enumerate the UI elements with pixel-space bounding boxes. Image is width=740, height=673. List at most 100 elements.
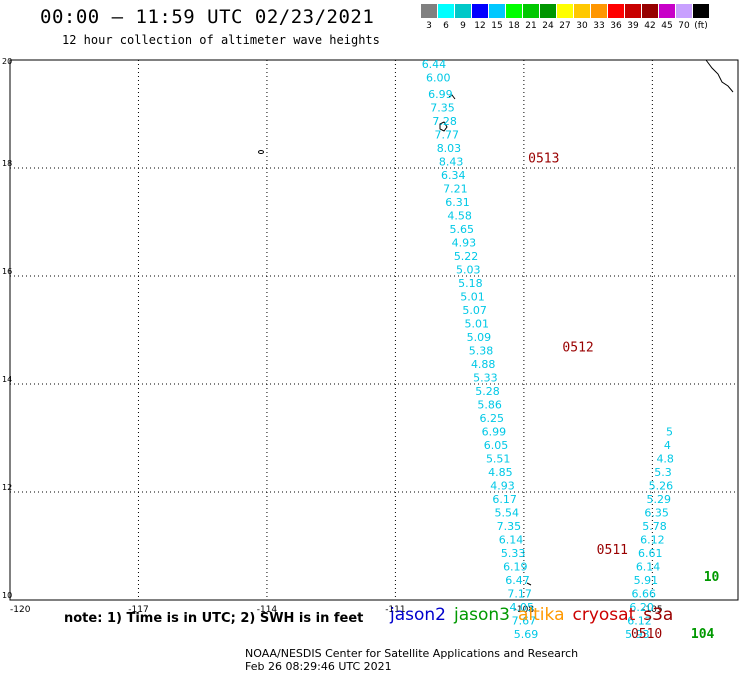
wave-height-value: 6.25 xyxy=(480,412,505,425)
x-tick-label: -117 xyxy=(128,605,148,615)
scale-swatch xyxy=(557,4,574,18)
wave-height-value: 5.01 xyxy=(465,317,490,330)
y-tick-label: 14 xyxy=(2,375,12,384)
wave-height-value: 7.35 xyxy=(497,520,522,533)
scale-swatch xyxy=(676,4,693,18)
wave-height-value: 8.43 xyxy=(439,155,464,168)
wave-height-value: 7.28 xyxy=(432,115,457,128)
wave-height-value: 6.14 xyxy=(636,560,661,573)
scale-label: 27 xyxy=(559,21,571,31)
wave-height-value: 7.67 xyxy=(512,614,537,627)
wave-height-value: 4.8 xyxy=(656,452,674,465)
scale-label: 45 xyxy=(661,21,673,31)
scale-swatch xyxy=(608,4,625,18)
pass-time-label: 104 xyxy=(691,627,715,642)
wave-height-value: 5.09 xyxy=(467,331,492,344)
y-tick-label: 20 xyxy=(2,57,12,66)
wave-height-value: 7.35 xyxy=(430,101,455,114)
scale-swatch xyxy=(642,4,659,18)
pass-time-label: 0513 xyxy=(528,152,559,167)
wave-height-value: 4 xyxy=(664,439,671,452)
chart-title: 00:00 – 11:59 UTC 02/23/2021 xyxy=(40,6,375,28)
wave-height-value: 4.58 xyxy=(447,209,472,222)
scale-swatch xyxy=(489,4,506,18)
credit-text: NOAA/NESDIS Center for Satellite Applica… xyxy=(245,647,579,660)
x-tick-label: -105 xyxy=(642,605,662,615)
wave-height-value: 5.51 xyxy=(486,452,511,465)
x-tick-label: -111 xyxy=(385,605,405,615)
wave-height-value: 6.14 xyxy=(499,533,524,546)
footer-note: note: 1) Time is in UTC; 2) SWH is in fe… xyxy=(64,611,364,626)
scale-label: 6 xyxy=(443,21,449,31)
wave-height-value: 6.61 xyxy=(638,547,663,560)
wave-height-value: 5.33 xyxy=(473,371,498,384)
scale-swatch xyxy=(693,4,710,18)
wave-height-value: 6.44 xyxy=(422,58,447,71)
scale-swatch xyxy=(659,4,676,18)
wave-height-map: -120 -117 -114 -111 -108 -105 10 12 14 16 18 20 6.44… xyxy=(2,57,739,642)
y-tick-label: 12 xyxy=(2,483,12,492)
scale-swatch xyxy=(421,4,438,18)
satellite-cryosat: cryosat xyxy=(572,605,636,625)
satellite-altika: altika xyxy=(518,605,565,625)
scale-label: 18 xyxy=(508,21,520,31)
x-tick-label: -108 xyxy=(514,605,535,615)
scale-label: 42 xyxy=(644,21,656,31)
wave-height-value: 4.85 xyxy=(488,466,513,479)
scale-label: 33 xyxy=(593,21,605,31)
scale-label: 24 xyxy=(542,21,554,31)
pass-time-label: 0511 xyxy=(597,543,628,558)
wave-height-value: 4.88 xyxy=(471,358,496,371)
scale-swatch xyxy=(591,4,608,18)
wave-height-value: 5.78 xyxy=(642,520,667,533)
scale-swatch xyxy=(574,4,591,18)
x-tick-label: -114 xyxy=(257,605,278,615)
wave-height-value: 5.18 xyxy=(458,277,483,290)
wave-height-value: 5.28 xyxy=(475,385,500,398)
scale-label: 30 xyxy=(576,21,588,31)
chart-subtitle: 12 hour collection of altimeter wave hei… xyxy=(62,33,380,47)
wave-height-value: 5.91 xyxy=(634,574,659,587)
generated-timestamp: Feb 26 08:29:46 UTC 2021 xyxy=(245,660,392,673)
scale-label: 3 xyxy=(426,21,432,31)
wave-height-value: 5.93 xyxy=(625,628,650,641)
scale-swatch xyxy=(506,4,523,18)
wave-height-value: 5.29 xyxy=(647,493,672,506)
wave-height-value: 6.00 xyxy=(426,72,451,85)
wave-height-value: 6.99 xyxy=(482,425,507,438)
coastline xyxy=(705,59,734,93)
wave-height-value: 5.38 xyxy=(469,344,494,357)
island xyxy=(258,150,264,154)
wave-height-value: 7.17 xyxy=(507,587,532,600)
wave-height-value: 5.65 xyxy=(450,223,475,236)
pass-time-label: 0510 xyxy=(631,627,662,642)
scale-label: 9 xyxy=(460,21,466,31)
scale-label: (ft) xyxy=(694,21,708,31)
wave-height-value: 6.34 xyxy=(441,169,466,182)
wave-height-value: 6.35 xyxy=(644,506,669,519)
pass-time-label: 0512 xyxy=(562,341,593,356)
wave-height-value: 5.26 xyxy=(649,479,674,492)
wave-height-value: 6.17 xyxy=(492,493,517,506)
wave-height-value: 5.69 xyxy=(514,628,539,641)
island xyxy=(439,121,448,132)
island xyxy=(526,582,532,586)
scale-label: 15 xyxy=(491,21,503,31)
wave-height-value: 5.54 xyxy=(495,506,520,519)
wave-height-value: 5 xyxy=(666,425,673,438)
satellite-s3a: s3a xyxy=(643,605,674,625)
satellite-jason2: jason2 xyxy=(390,605,446,625)
scale-label: 70 xyxy=(678,21,690,31)
wave-height-value: 5.03 xyxy=(456,263,481,276)
wave-height-value: 6.20 xyxy=(629,601,654,614)
wave-height-value: 6.19 xyxy=(503,560,528,573)
wave-height-value: 5.01 xyxy=(460,290,485,303)
wave-height-value: 6.12 xyxy=(627,614,652,627)
y-tick-label: 18 xyxy=(2,159,12,168)
wave-height-value: 5.22 xyxy=(454,250,479,263)
scale-label: 21 xyxy=(525,21,537,31)
scale-swatch xyxy=(540,4,557,18)
wave-height-value: 5.3 xyxy=(654,466,672,479)
wave-height-value: 6.12 xyxy=(640,533,665,546)
plot-frame xyxy=(9,59,739,601)
